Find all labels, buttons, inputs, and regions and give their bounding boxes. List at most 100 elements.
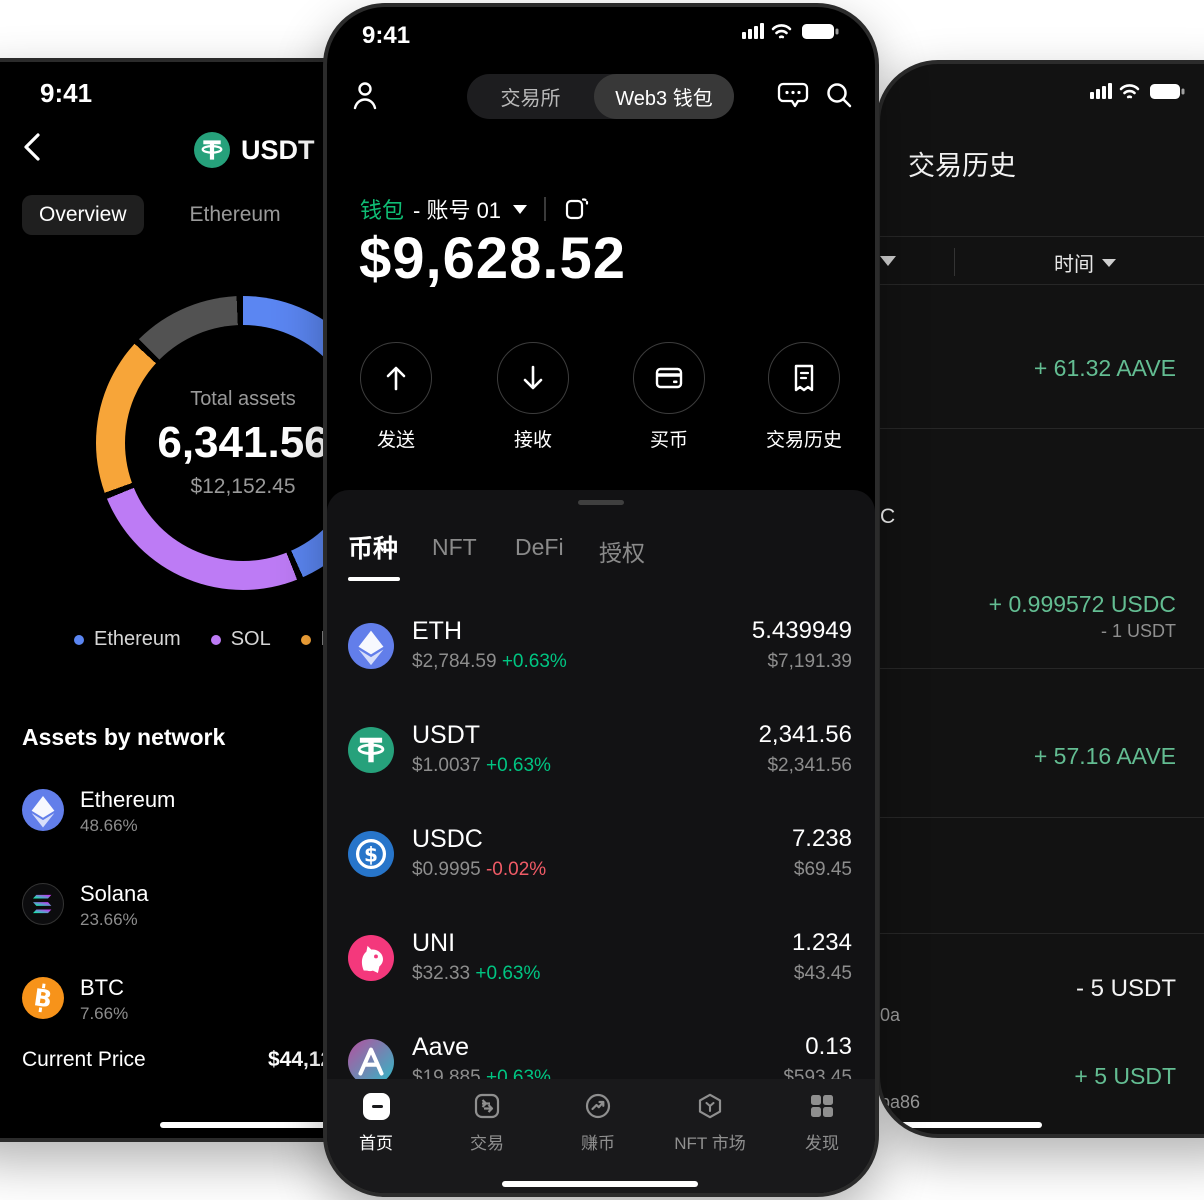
discover-icon (811, 1095, 833, 1117)
eth-icon (348, 623, 394, 669)
token-price: $1.0037 (412, 755, 481, 776)
tab-web3-wallet[interactable]: Web3 钱包 (594, 74, 734, 119)
current-price-label: Current Price (22, 1048, 146, 1071)
token-symbol: UNI (412, 929, 456, 957)
nav-earn[interactable]: 赚币 (553, 1091, 643, 1154)
ethereum-icon (22, 789, 64, 831)
tab-approvals[interactable]: 授权 (599, 540, 645, 566)
transaction-fragment: ba86 (880, 1092, 921, 1112)
home-icon (362, 1092, 390, 1120)
home-indicator[interactable] (160, 1122, 330, 1128)
network-name: Solana (80, 881, 149, 906)
send-button[interactable]: 发送 (341, 342, 451, 452)
token-value: $69.45 (793, 859, 852, 880)
total-assets-label: Total assets (190, 387, 296, 410)
usdt-icon (348, 727, 394, 773)
nav-label: NFT 市场 (674, 1134, 746, 1153)
total-balance: $9,628.52 (359, 226, 627, 291)
token-change: +0.63% (485, 755, 551, 776)
legend-dot-btc (300, 634, 311, 645)
nav-home[interactable]: 首页 (331, 1091, 421, 1154)
buy-crypto-button[interactable]: 买币 (614, 342, 724, 452)
token-price-line: $32.33 +0.63% (412, 963, 540, 985)
svg-text:B: B (32, 983, 54, 1013)
network-row-solana[interactable]: Solana 23.66% (22, 881, 342, 947)
receive-button[interactable]: 接收 (478, 342, 588, 452)
nav-trade[interactable]: 交易 (442, 1091, 532, 1154)
chevron-down-icon (513, 204, 528, 214)
copy-address-icon[interactable] (563, 195, 589, 223)
home-indicator[interactable] (502, 1181, 698, 1187)
earn-icon (585, 1093, 611, 1119)
account-label: - 账号 01 (413, 198, 502, 223)
history-button[interactable]: 交易历史 (749, 342, 859, 452)
home-indicator[interactable] (880, 1122, 1042, 1128)
token-price-line: $0.9995 -0.02% (412, 859, 546, 881)
token-value: $7,191.39 (767, 651, 852, 672)
transaction-sub: - 1 USDT (1100, 621, 1176, 641)
battery-icon (802, 24, 839, 39)
network-row-btc[interactable]: B BTC 7.66% (22, 975, 342, 1041)
tab-overview[interactable]: Overview (22, 195, 144, 235)
token-price-line: $1.0037 +0.63% (412, 755, 551, 777)
filter-caret-fragment[interactable] (880, 256, 896, 266)
tab-exchange[interactable]: 交易所 (500, 88, 561, 110)
status-time: 9:41 (362, 22, 411, 49)
token-row-eth[interactable]: ETH $2,784.59 +0.63% 5.439949 $7,191.39 (348, 617, 854, 693)
nav-label: 赚币 (581, 1134, 615, 1153)
token-row-usdt[interactable]: USDT $1.0037 +0.63% 2,341.56 $2,341.56 (348, 721, 854, 797)
token-value: $2,341.56 (767, 755, 852, 776)
status-icons (1090, 80, 1190, 107)
token-value: $43.45 (793, 963, 852, 984)
transaction-amount[interactable]: + 61.32 AAVE (1033, 355, 1176, 381)
tab-defi[interactable]: DeFi (515, 534, 564, 560)
assets-by-network-title: Assets by network (22, 724, 226, 750)
network-row-ethereum[interactable]: Ethereum 48.66% (22, 787, 342, 853)
divider (880, 284, 1204, 285)
action-label: 买币 (649, 430, 688, 451)
token-row-usdc[interactable]: $ USDC $0.9995 -0.02% 7.238 $69.45 (348, 825, 854, 901)
profile-button[interactable] (350, 80, 380, 117)
bottom-nav: 首页 交易 赚币 NFT 市场 发现 (327, 1079, 875, 1193)
token-symbol: ETH (412, 617, 462, 645)
legend-dot-sol (210, 634, 221, 645)
status-icons (742, 20, 842, 47)
nav-label: 发现 (805, 1134, 839, 1153)
uni-icon (348, 935, 394, 981)
transaction-amount[interactable]: + 57.16 AAVE (1033, 743, 1176, 769)
transaction-amount[interactable]: + 5 USDT (1074, 1063, 1176, 1089)
transaction-amount[interactable]: + 0.999572 USDC (988, 591, 1176, 617)
tab-coins[interactable]: 币种 (348, 535, 399, 563)
tether-icon (194, 132, 230, 168)
network-pct: 7.66% (80, 1004, 129, 1023)
wifi-icon (771, 24, 792, 39)
legend-item: Ethereum (74, 628, 181, 651)
token-amount: 7.238 (791, 825, 852, 852)
tab-nft[interactable]: NFT (432, 534, 477, 560)
divider (880, 933, 1204, 934)
search-button[interactable] (824, 80, 854, 115)
drag-handle[interactable] (578, 500, 624, 505)
donut-center: Total assets 6,341.56 $12,152.45 (96, 296, 390, 590)
token-symbol: Aave (412, 1033, 469, 1061)
account-selector[interactable]: 钱包 - 账号 01 (360, 193, 589, 225)
back-button[interactable] (20, 130, 46, 169)
transaction-amount[interactable]: - 5 USDT (1075, 975, 1176, 1002)
aave-icon (348, 1039, 394, 1085)
token-row-uni[interactable]: UNI $32.33 +0.63% 1.234 $43.45 (348, 929, 854, 1005)
network-name: Ethereum (80, 787, 176, 812)
divider (880, 817, 1204, 818)
legend-dot-ethereum (74, 634, 84, 645)
tab-ethereum[interactable]: Ethereum (189, 203, 281, 226)
coin-tabs: Overview Ethereum O (22, 195, 343, 235)
chat-button[interactable] (777, 79, 809, 116)
bitcoin-icon: B (22, 977, 64, 1019)
time-filter[interactable]: 时间 (1054, 248, 1116, 277)
receive-icon (523, 365, 543, 390)
nav-discover[interactable]: 发现 (777, 1091, 867, 1154)
document-icon (794, 364, 814, 392)
token-price-line: $2,784.59 +0.63% (412, 651, 567, 673)
nav-nft-market[interactable]: NFT 市场 (665, 1091, 755, 1154)
mode-switcher: 交易所 Web3 钱包 (467, 74, 734, 119)
legend-item: SOL (210, 628, 271, 651)
